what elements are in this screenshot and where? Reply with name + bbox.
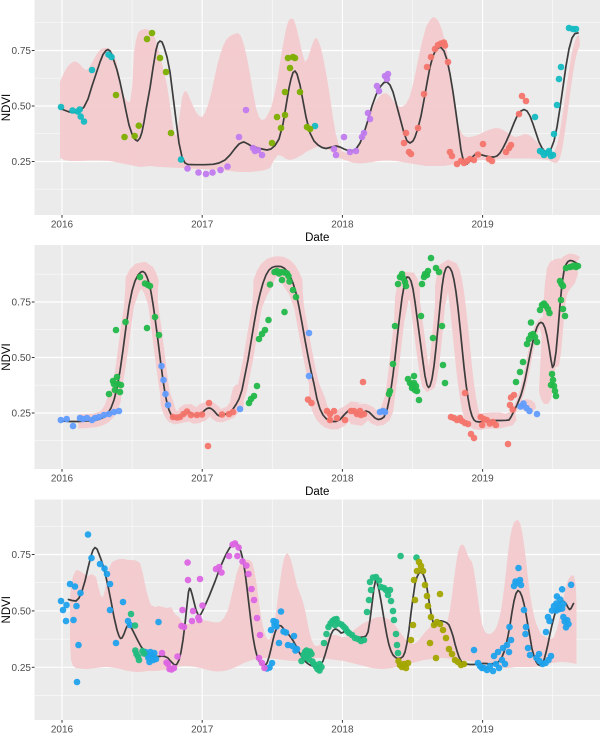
svg-text:0.25: 0.25 bbox=[12, 663, 32, 674]
svg-text:2019: 2019 bbox=[471, 220, 494, 231]
svg-text:2017: 2017 bbox=[191, 725, 214, 736]
svg-text:0.50: 0.50 bbox=[12, 353, 32, 364]
svg-text:0.75: 0.75 bbox=[12, 550, 32, 561]
svg-text:0.25: 0.25 bbox=[12, 409, 32, 420]
svg-text:0.75: 0.75 bbox=[12, 298, 32, 309]
svg-text:Date: Date bbox=[305, 232, 329, 244]
svg-text:0.75: 0.75 bbox=[12, 46, 32, 57]
svg-text:NDVI: NDVI bbox=[1, 343, 13, 370]
svg-text:2016: 2016 bbox=[51, 220, 74, 231]
svg-text:2019: 2019 bbox=[471, 725, 494, 736]
svg-text:2018: 2018 bbox=[331, 474, 354, 485]
svg-text:0.25: 0.25 bbox=[12, 157, 32, 168]
svg-text:NDVI: NDVI bbox=[1, 596, 13, 623]
svg-text:Date: Date bbox=[305, 486, 329, 498]
svg-text:0.50: 0.50 bbox=[12, 606, 32, 617]
svg-text:2019: 2019 bbox=[471, 474, 494, 485]
svg-text:2017: 2017 bbox=[191, 220, 214, 231]
svg-text:2018: 2018 bbox=[331, 725, 354, 736]
svg-text:2016: 2016 bbox=[51, 725, 74, 736]
svg-text:NDVI: NDVI bbox=[1, 94, 13, 121]
svg-text:2017: 2017 bbox=[191, 474, 214, 485]
svg-text:2018: 2018 bbox=[331, 220, 354, 231]
svg-text:0.50: 0.50 bbox=[12, 102, 32, 113]
svg-text:2016: 2016 bbox=[51, 474, 74, 485]
